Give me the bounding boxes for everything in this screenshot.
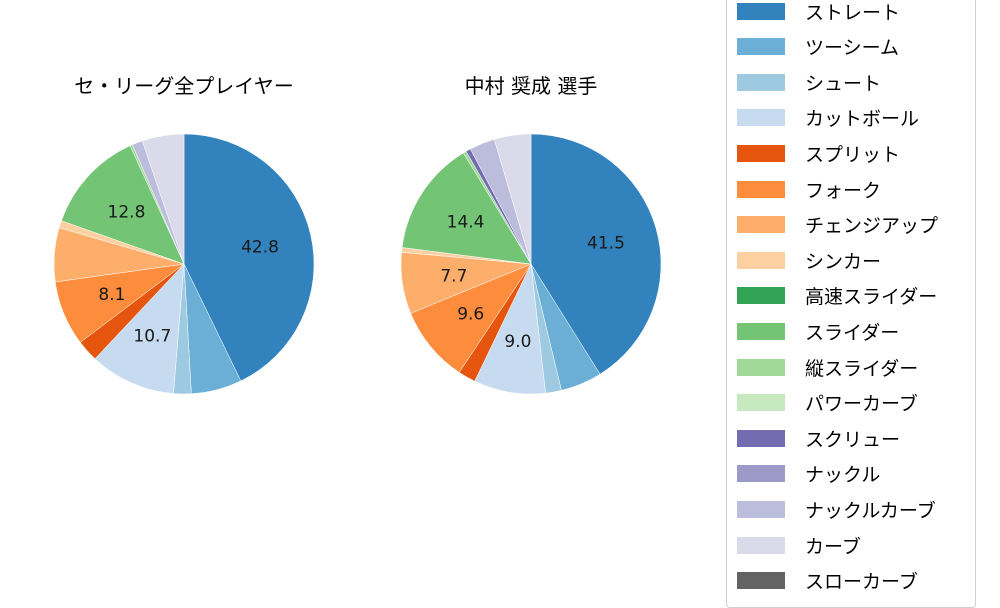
legend-item: パワーカーブ (737, 388, 918, 418)
legend-label: 縦スライダー (805, 357, 919, 380)
slice-value-label: 7.7 (440, 267, 467, 287)
legend-label: スライダー (805, 321, 900, 344)
slice-value-label: 9.6 (457, 304, 484, 324)
slice-value-label: 12.8 (108, 202, 146, 222)
legend-label: カーブ (805, 535, 861, 558)
pie-slice (493, 133, 532, 265)
pie-slice (183, 133, 315, 382)
legend-label: スクリュー (805, 428, 901, 451)
legend-item: チェンジアップ (737, 210, 938, 240)
slice-value-label: 8.1 (98, 285, 125, 305)
legend-item: カットボール (737, 103, 919, 133)
legend-item: スライダー (737, 316, 899, 346)
legend-swatch (737, 322, 785, 340)
legend-swatch (737, 394, 785, 412)
left-pie-title: セ・リーグ全プレイヤー (74, 74, 294, 98)
legend-item: スプリット (737, 138, 900, 168)
legend-swatch (737, 251, 785, 269)
legend-swatch (737, 180, 785, 198)
legend-swatch (737, 2, 785, 20)
slice-value-label: 42.8 (241, 238, 279, 258)
slice-value-label: 14.4 (447, 213, 485, 233)
legend-swatch (737, 73, 785, 91)
legend-label: ナックルカーブ (805, 499, 936, 522)
legend-item: ストレート (737, 0, 900, 26)
legend-item: シンカー (737, 245, 881, 275)
legend-item: スクリュー (737, 423, 900, 453)
legend-swatch (737, 500, 785, 518)
slice-value-label: 10.7 (133, 326, 171, 346)
legend-label: カットボール (805, 108, 920, 131)
legend-label: ツーシーム (805, 37, 900, 60)
legend-item: ツーシーム (737, 32, 899, 62)
legend-item: ナックルカーブ (737, 494, 936, 524)
legend-swatch (737, 144, 785, 162)
pie-slice (530, 133, 662, 375)
legend-item: 高速スライダー (737, 281, 937, 311)
legend-item: 縦スライダー (737, 352, 918, 382)
legend-label: スプリット (805, 143, 901, 166)
legend-label: ナックル (805, 464, 881, 487)
legend-swatch (737, 109, 785, 127)
legend-item: ナックル (737, 459, 880, 489)
legend-label: ストレート (805, 1, 901, 24)
pie-slice (410, 263, 532, 373)
legend-swatch (737, 572, 785, 590)
legend: ストレートツーシームシュートカットボール スプリットフォークチェンジアップ シンカー… (726, 0, 976, 608)
legend-swatch (737, 358, 785, 376)
legend-label: フォーク (805, 179, 882, 202)
pie-slice (401, 152, 532, 265)
legend-label: スローカーブ (805, 571, 918, 594)
legend-item: シュート (737, 67, 881, 97)
legend-label: パワーカーブ (805, 393, 918, 416)
pie-slice (141, 133, 185, 265)
legend-label: 高速スライダー (805, 286, 938, 309)
legend-item: スローカーブ (737, 566, 918, 596)
pie-slice (94, 263, 185, 394)
legend-swatch (737, 465, 785, 483)
legend-swatch (737, 429, 785, 447)
legend-item: カーブ (737, 530, 861, 560)
slice-value-label: 41.5 (587, 233, 625, 253)
legend-label: シンカー (805, 250, 882, 273)
slice-value-label: 9.0 (504, 332, 531, 352)
legend-swatch (737, 536, 785, 554)
legend-label: チェンジアップ (805, 215, 939, 238)
legend-item: フォーク (737, 174, 881, 204)
right-pie-title: 中村 奨成 選手 (464, 74, 598, 98)
legend-swatch (737, 216, 785, 234)
legend-swatch (737, 38, 785, 56)
pie-charts: 42.8 10.7 8.1 12.8 41.5 9.0 9.6 7.7 14.4 (53, 133, 662, 395)
pie-slice (61, 145, 185, 265)
legend-label: シュート (805, 72, 882, 95)
legend-swatch (737, 287, 785, 305)
